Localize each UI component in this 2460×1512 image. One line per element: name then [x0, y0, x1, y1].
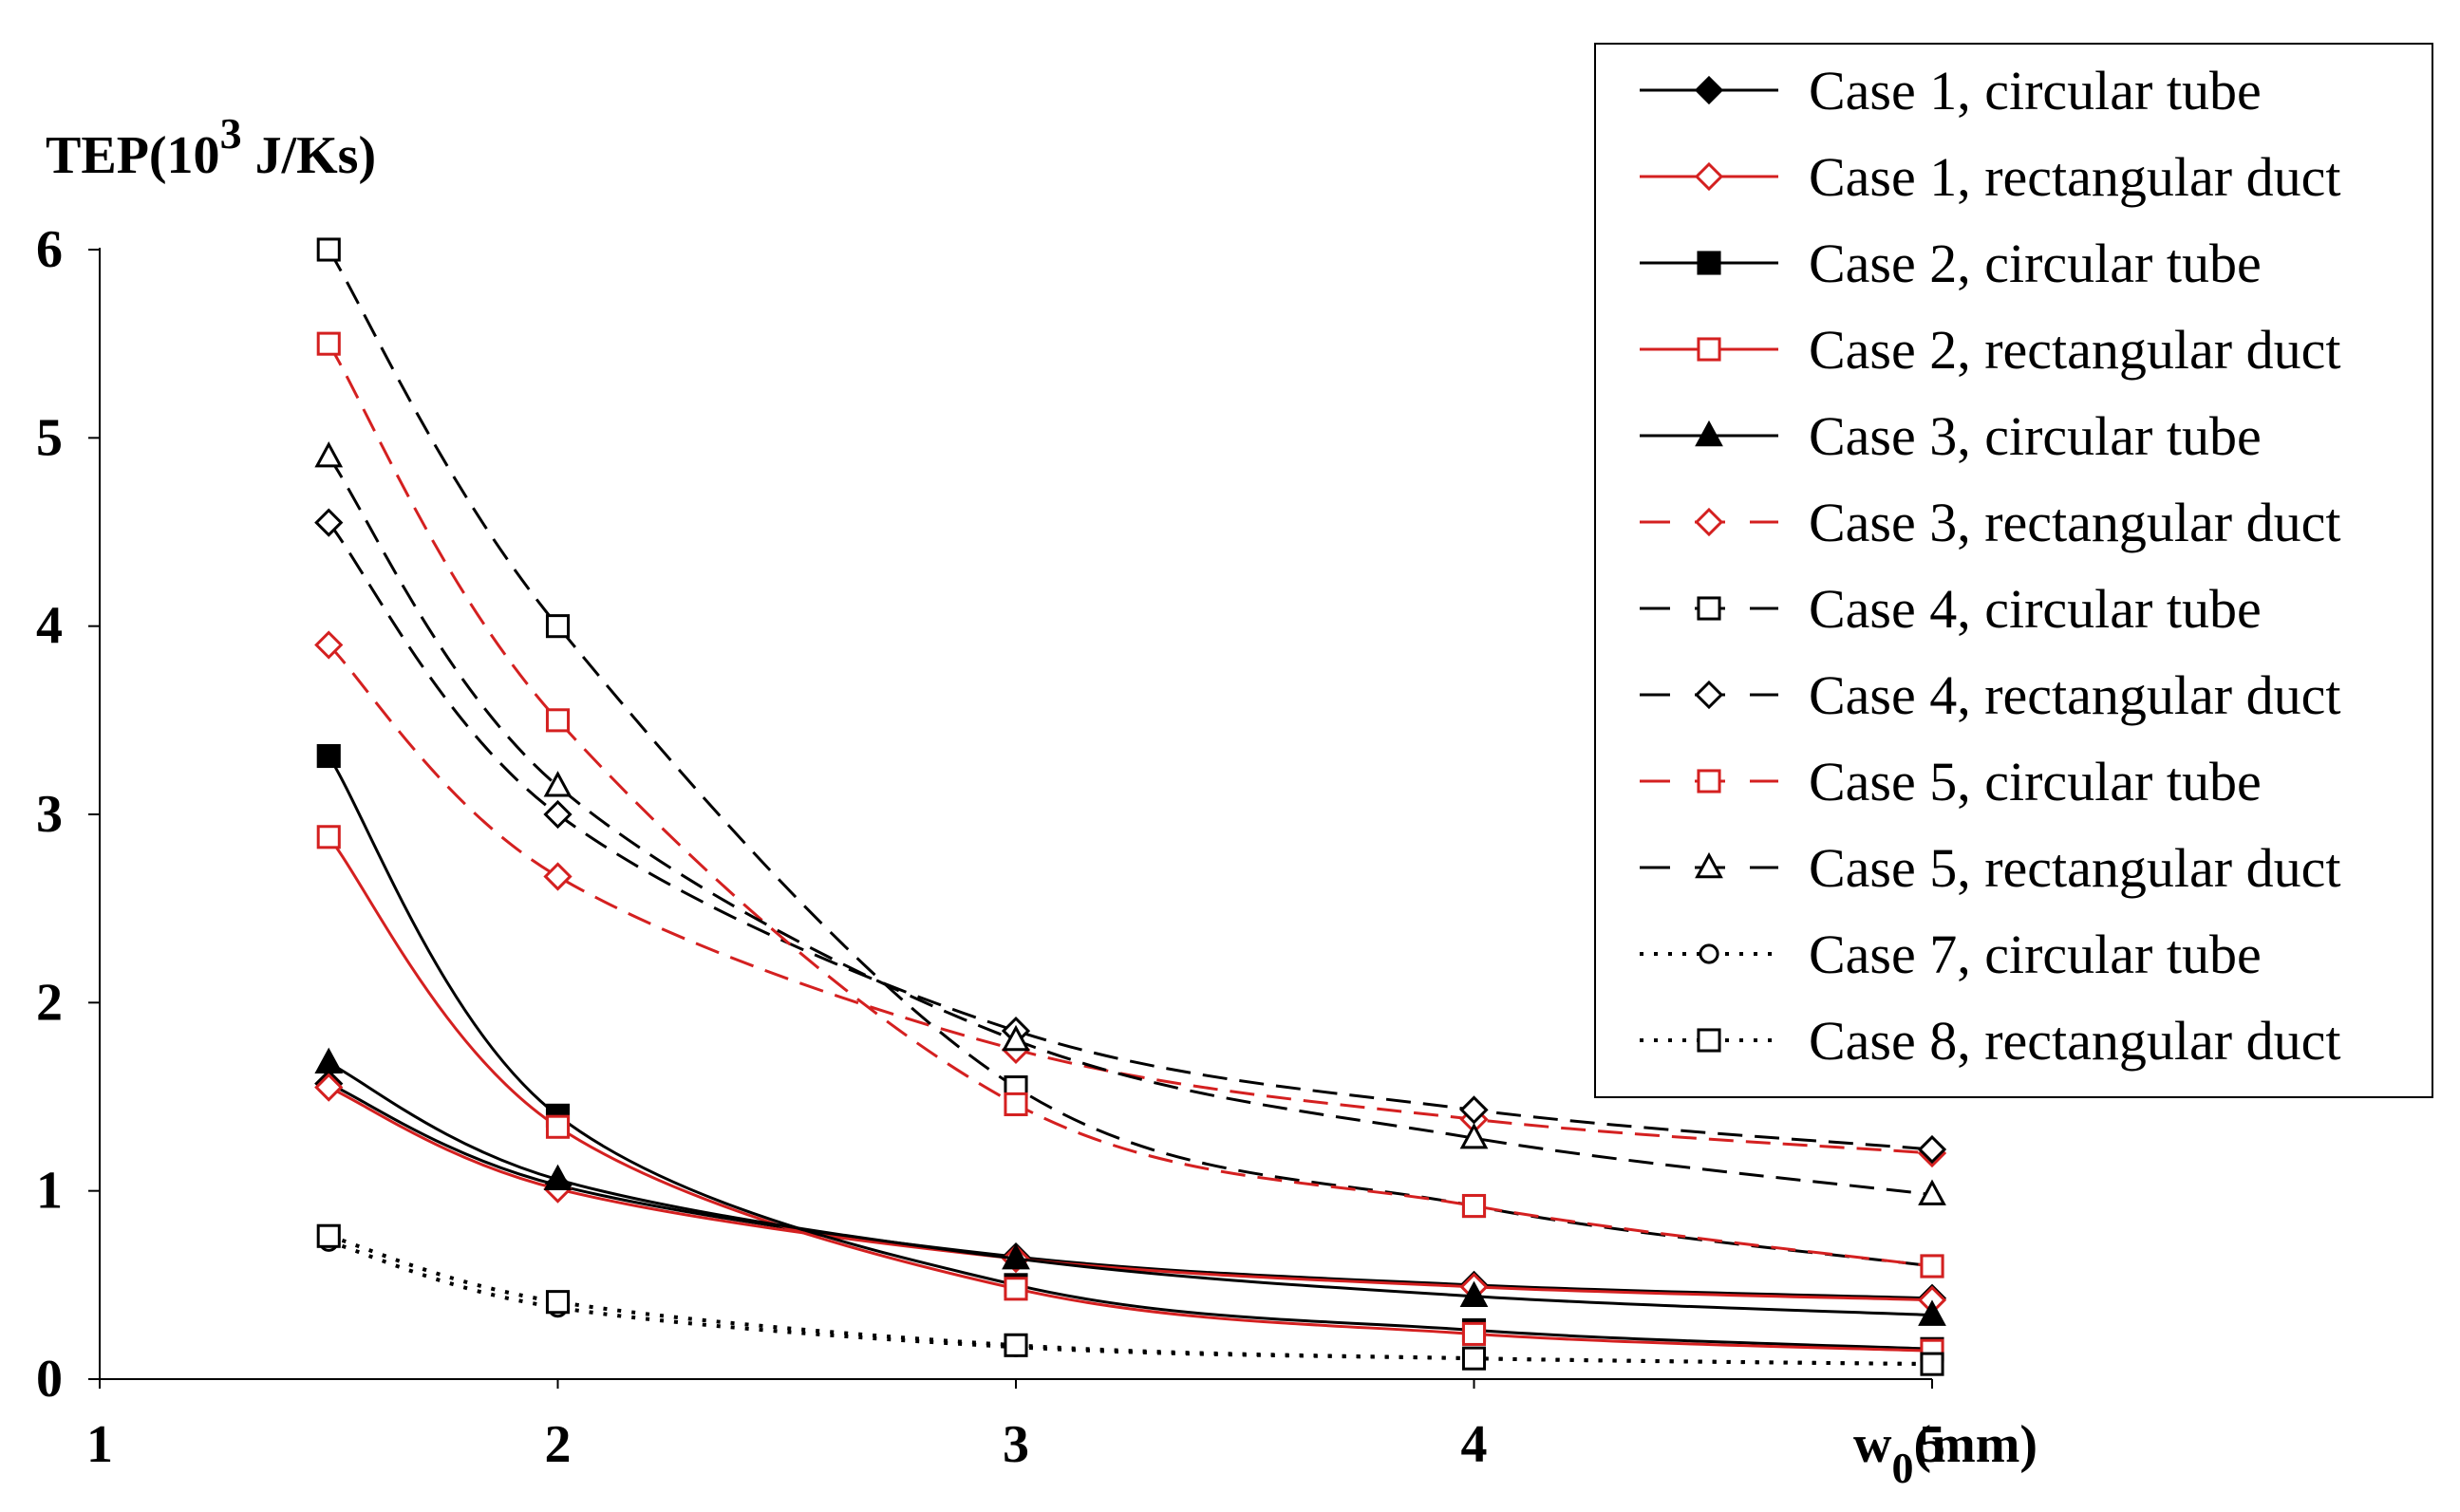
data-point	[314, 1047, 344, 1074]
y-tick-label: 0	[36, 1350, 63, 1409]
data-point	[316, 331, 341, 356]
data-point	[1920, 1254, 1944, 1279]
data-point	[1918, 1299, 1946, 1326]
legend-swatch-marker	[1694, 161, 1724, 192]
data-point	[314, 508, 344, 537]
x-tick-label: 4	[1461, 1415, 1488, 1474]
legend-label: Case 5, circular tube	[1809, 751, 2262, 812]
data-point	[1002, 1242, 1030, 1270]
legend-item: Case 1, circular tube	[1640, 60, 2262, 121]
legend-label: Case 8, rectangular duct	[1809, 1010, 2340, 1072]
legend-label: Case 1, circular tube	[1809, 60, 2262, 121]
legend-label: Case 4, circular tube	[1809, 578, 2262, 640]
legend-label: Case 3, rectangular duct	[1809, 492, 2340, 553]
data-point	[1004, 1333, 1028, 1357]
legend-swatch-marker	[1697, 769, 1721, 793]
legend-item: Case 5, circular tube	[1640, 751, 2262, 812]
y-tick-label: 2	[36, 973, 63, 1032]
legend-box	[1594, 43, 2433, 1098]
legend-item: Case 3, circular tube	[1640, 405, 2262, 467]
x-axis-label: w0(mm)	[1853, 1415, 2037, 1492]
data-point	[1004, 1277, 1028, 1301]
data-point	[314, 1073, 344, 1102]
x-tick-label: 2	[545, 1415, 572, 1474]
legend-item: Case 4, rectangular duct	[1640, 664, 2340, 726]
data-point	[314, 630, 344, 660]
data-point	[316, 743, 341, 769]
y-tick-label: 6	[36, 220, 63, 279]
legend-label: Case 1, rectangular duct	[1809, 146, 2340, 208]
legend-swatch-marker	[1694, 680, 1724, 710]
data-point	[1461, 1193, 1487, 1219]
legend-swatch-marker	[1697, 337, 1721, 362]
legend-swatch-marker	[1694, 75, 1724, 105]
legend-item: Case 1, rectangular duct	[1640, 146, 2340, 208]
data-point	[1920, 1352, 1944, 1376]
legend-label: Case 4, rectangular duct	[1809, 664, 2340, 726]
legend-swatch-marker	[1694, 507, 1724, 537]
series-line	[328, 1082, 1933, 1300]
legend-label: Case 7, circular tube	[1809, 924, 2262, 985]
legend-swatch-marker	[1695, 420, 1723, 447]
data-point	[314, 441, 344, 468]
data-point	[1918, 1179, 1946, 1205]
data-point	[1004, 1092, 1028, 1116]
legend-swatch-marker	[1697, 251, 1721, 275]
data-point	[1461, 1346, 1487, 1371]
legend-item: Case 3, rectangular duct	[1640, 492, 2340, 553]
data-point	[543, 771, 573, 797]
series-line	[328, 1061, 1933, 1317]
legend-item: Case 2, rectangular duct	[1640, 319, 2340, 381]
data-point	[543, 1164, 573, 1191]
data-point	[545, 614, 571, 639]
legend-item: Case 2, circular tube	[1640, 233, 2262, 294]
legend-label: Case 2, circular tube	[1809, 233, 2262, 294]
x-tick-label: 3	[1003, 1415, 1029, 1474]
data-point	[316, 825, 341, 849]
series-line	[328, 644, 1933, 1155]
x-tick-label: 1	[86, 1415, 113, 1474]
legend-item: Case 4, circular tube	[1640, 578, 2262, 640]
data-point	[1461, 1321, 1487, 1346]
legend-label: Case 5, rectangular duct	[1809, 837, 2340, 899]
series-12	[316, 1223, 1944, 1376]
y-axis-label: TEP(103 J/Ks)	[46, 109, 376, 185]
legend-swatch-marker	[1699, 943, 1719, 964]
legend-item: Case 7, circular tube	[1640, 924, 2262, 985]
data-point	[545, 1114, 571, 1139]
data-point	[316, 1223, 341, 1248]
data-point	[316, 237, 341, 262]
legend-swatch-marker	[1697, 596, 1721, 621]
y-tick-label: 3	[36, 785, 63, 844]
data-point	[1459, 1095, 1489, 1125]
legend-item: Case 8, rectangular duct	[1640, 1010, 2340, 1072]
y-tick-label: 4	[36, 597, 63, 656]
data-point	[1459, 1280, 1489, 1307]
data-point	[545, 708, 571, 733]
data-point	[1002, 1024, 1030, 1052]
legend: Case 1, circular tube Case 1, rectangular…	[1594, 43, 2433, 1098]
y-tick-label: 5	[36, 408, 63, 467]
series-9	[316, 331, 1944, 1279]
series-layer	[314, 237, 1947, 1376]
data-point	[545, 1290, 571, 1315]
legend-label: Case 3, circular tube	[1809, 405, 2262, 467]
series-line	[328, 521, 1933, 1151]
legend-item: Case 5, rectangular duct	[1640, 837, 2340, 899]
legend-swatch-marker	[1697, 1028, 1721, 1053]
series-5	[314, 1047, 1946, 1326]
data-point	[543, 862, 573, 891]
legend-swatch-marker	[1695, 851, 1723, 879]
data-point	[1459, 1122, 1489, 1149]
data-point	[1917, 1134, 1947, 1165]
series-line	[328, 1234, 1933, 1367]
series-10	[314, 441, 1946, 1205]
legend-label: Case 2, rectangular duct	[1809, 319, 2340, 381]
y-tick-label: 1	[36, 1162, 63, 1221]
data-point	[543, 799, 573, 830]
x-tick-label: 5	[1919, 1415, 1945, 1474]
